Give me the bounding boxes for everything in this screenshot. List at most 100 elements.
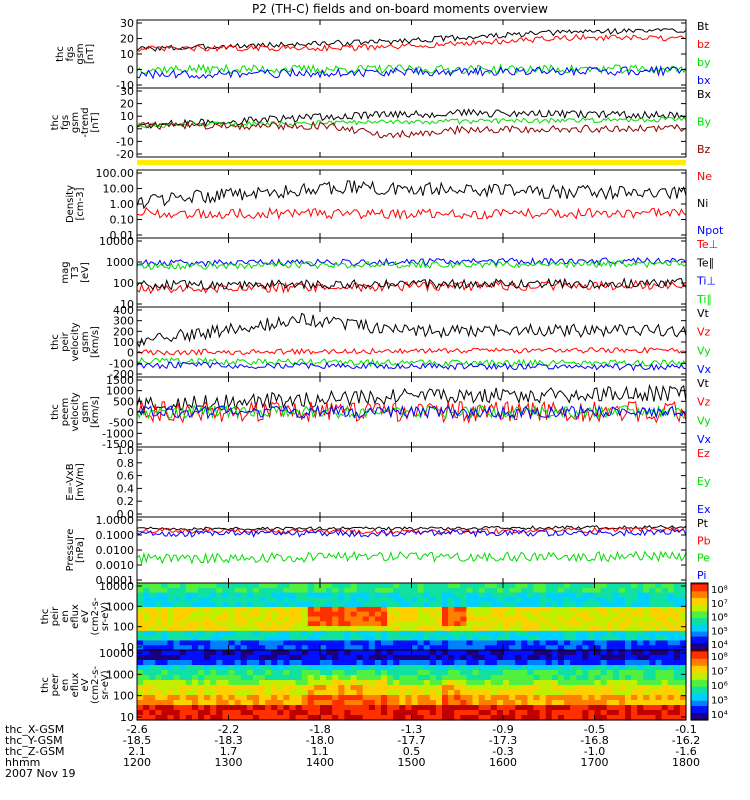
spectrogram-cell	[399, 660, 406, 666]
spectrogram-cell	[332, 592, 339, 598]
spectrogram-cell	[472, 611, 480, 618]
spectrogram-cell	[442, 611, 449, 618]
spectrogram-cell	[368, 705, 376, 711]
spectrogram-cell	[655, 611, 663, 618]
spectrogram-cell	[673, 611, 681, 618]
spectrogram-cell	[289, 626, 297, 632]
spectrogram-cell	[271, 587, 278, 594]
spectrogram-cell	[521, 587, 528, 594]
spectrogram-cell	[442, 695, 449, 701]
spectrogram-cell	[393, 611, 400, 618]
spectrogram-cell	[417, 650, 425, 656]
spectrogram-cell	[246, 635, 254, 642]
spectrogram-cell	[301, 635, 309, 642]
spectrogram-cell	[490, 710, 498, 716]
spectrogram-cell	[557, 640, 565, 646]
spectrogram-cell	[326, 635, 333, 642]
colorbar-cell	[691, 614, 708, 618]
spectrogram-cell	[472, 597, 480, 603]
spectrogram-cell	[557, 680, 565, 686]
spectrogram-cell	[295, 700, 303, 706]
series-line-peir_velocity-0	[136, 312, 687, 348]
spectrogram-cell	[417, 611, 425, 618]
spectrogram-cell	[301, 616, 309, 622]
spectrogram-cell	[350, 695, 358, 701]
spectrogram-cell	[149, 650, 156, 656]
spectrogram-cell	[655, 621, 663, 627]
spectrogram-cell	[490, 650, 498, 656]
spectrogram-cell	[503, 650, 510, 656]
spectrogram-cell	[271, 626, 278, 632]
spectrogram-cell	[533, 705, 541, 711]
spectrogram-cell	[460, 695, 467, 701]
spectrogram-cell	[429, 710, 437, 716]
spectrogram-cell	[405, 626, 413, 632]
spectrogram-cell	[454, 650, 461, 656]
spectrogram-cell	[277, 670, 284, 676]
spectrogram-cell	[222, 690, 230, 696]
spectrogram-cell	[240, 715, 248, 721]
spectrogram-cell	[283, 685, 291, 691]
spectrogram-cell	[631, 626, 638, 632]
spectrogram-cell	[539, 670, 547, 676]
spectrogram-cell	[673, 635, 681, 642]
y-axis-label-fgs_gsm: thc fgs gsm [nT]	[55, 43, 96, 64]
spectrogram-cell	[295, 645, 303, 651]
spectrogram-cell	[637, 597, 644, 603]
spectrogram-cell	[649, 645, 657, 651]
spectrogram-cell	[198, 670, 205, 676]
spectrogram-cell	[326, 690, 333, 696]
spectrogram-cell	[149, 616, 156, 622]
spectrogram-cell	[362, 680, 370, 686]
spectrogram-cell	[637, 635, 644, 642]
spectrogram-cell	[259, 602, 266, 608]
spectrogram-cell	[216, 606, 223, 613]
spectrogram-cell	[496, 583, 504, 589]
spectrogram-cell	[667, 645, 675, 651]
x-label-hhmm: hhmm	[5, 756, 40, 769]
series-line-peir_velocity-3	[136, 361, 687, 372]
spectrogram-cell	[539, 597, 547, 603]
spectrogram-cell	[423, 597, 431, 603]
spectrogram-cell	[381, 630, 388, 637]
spectrogram-cell	[149, 665, 156, 671]
spectrogram-cell	[503, 645, 510, 651]
spectrogram-cell	[173, 621, 181, 627]
spectrogram-cell	[466, 616, 474, 622]
spectrogram-cell	[167, 611, 175, 618]
spectrogram-cell	[527, 685, 535, 691]
spectrogram-cell	[411, 587, 419, 594]
spectrogram-cell	[204, 675, 211, 681]
spectrogram-cell	[295, 626, 303, 632]
spectrogram-cell	[655, 665, 663, 671]
spectrogram-cell	[594, 602, 602, 608]
spectrogram-cell	[289, 602, 297, 608]
spectrogram-cell	[472, 680, 480, 686]
spectrogram-cell	[228, 587, 236, 594]
spectrogram-cell	[484, 602, 492, 608]
legend-density-2: Npot	[697, 224, 724, 237]
spectrogram-cell	[326, 587, 333, 594]
spectrogram-cell	[320, 606, 327, 613]
spectrogram-cell	[307, 602, 315, 608]
spectrogram-cell	[539, 660, 547, 666]
spectrogram-cell	[185, 583, 193, 589]
spectrogram-cell	[539, 705, 547, 711]
spectrogram-cell	[350, 630, 358, 637]
spectrogram-cell	[277, 695, 284, 701]
spectrogram-cell	[350, 597, 358, 603]
spectrogram-cell	[344, 587, 352, 594]
spectrogram-cell	[350, 655, 358, 661]
spectrogram-cell	[173, 587, 181, 594]
y-tick-label: 30	[120, 17, 134, 30]
spectrogram-cell	[673, 606, 681, 613]
spectrogram-cell	[612, 670, 620, 676]
spectrogram-cell	[423, 705, 431, 711]
spectrogram-cell	[265, 626, 272, 632]
spectrogram-cell	[240, 611, 248, 618]
spectrogram-cell	[185, 680, 193, 686]
spectrogram-cell	[252, 583, 260, 589]
spectrogram-cell	[423, 611, 431, 618]
spectrogram-cell	[240, 650, 248, 656]
spectrogram-cell	[564, 616, 571, 622]
